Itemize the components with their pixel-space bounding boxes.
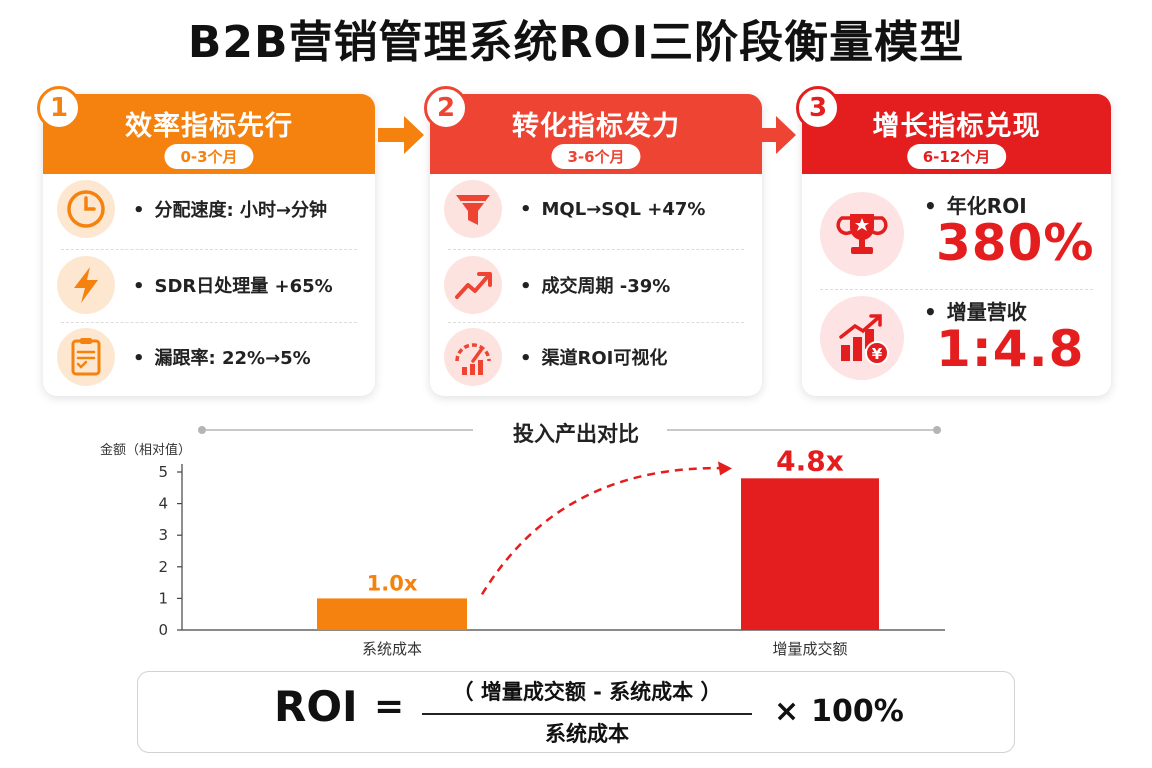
metric-row: • SDR日处理量 +65% [57, 252, 361, 318]
stage-period: 0-3个月 [164, 144, 254, 169]
metric-row: • 成交周期 -39% [444, 252, 748, 318]
clock-icon [57, 180, 115, 238]
stage-card-1: 效率指标先行 0-3个月 • 分配速度: 小时→分钟 • SDR日处理量 +65% … [43, 94, 375, 396]
growth-arrow-line [480, 466, 729, 596]
bar [741, 478, 879, 630]
metric-block: • 年化ROI 380% [816, 186, 1097, 282]
trend-up-icon [444, 256, 502, 314]
formula-equals: = [374, 686, 405, 727]
y-tick-label: 1 [158, 589, 168, 607]
arrow-right-icon [378, 116, 424, 154]
stage-header-2: 转化指标发力 3-6个月 [430, 94, 762, 174]
metric-row: • 漏跟率: 22%→5% [57, 324, 361, 390]
bar-chart: 金额（相对值） 0 1 2 3 4 5 1.0x 系统成本 4.8x 增量成交额 [100, 442, 945, 658]
growth-arrow-head [718, 461, 732, 476]
stage-title: 转化指标发力 [512, 111, 680, 142]
step-badge-2: 2 [424, 86, 468, 130]
funnel-icon [444, 180, 502, 238]
page-title: B2B营销管理系统ROI三阶段衡量模型 [187, 17, 965, 68]
stage-title: 增长指标兑现 [872, 111, 1041, 142]
metric-value: 1:4.8 [936, 320, 1085, 378]
step-badge-1: 1 [37, 86, 81, 130]
formula-percent: 100% [811, 694, 904, 729]
metric-row: • 渠道ROI可视化 [444, 324, 748, 390]
stage-period: 3-6个月 [551, 144, 641, 169]
y-tick-label: 3 [158, 526, 168, 544]
x-tick-label: 系统成本 [362, 640, 422, 658]
metric-text: 成交周期 -39% [541, 276, 671, 297]
metric-label: 年化ROI [946, 194, 1027, 218]
bar [317, 598, 467, 630]
metric-label: 增量营收 [946, 300, 1027, 324]
lightning-icon [57, 256, 115, 314]
divider [61, 249, 357, 250]
formula-times: × [774, 694, 800, 729]
bar-value-label: 4.8x [776, 444, 844, 477]
x-tick-label: 增量成交额 [772, 640, 847, 658]
divider [448, 249, 744, 250]
divider [448, 322, 744, 323]
stage-card-3: 增长指标兑现 6-12个月 • 年化ROI 380% ¥ • 增量营收 1:4.8 [802, 94, 1111, 396]
metric-text: 漏跟率: 22%→5% [154, 348, 311, 369]
fraction-bar [422, 713, 752, 715]
stage-header-1: 效率指标先行 0-3个月 [43, 94, 375, 174]
roi-formula: ROI = （ 增量成交额 - 系统成本 ） 系统成本 × 100% [137, 671, 1015, 753]
stage-title: 效率指标先行 [125, 111, 293, 142]
stage-card-2: 转化指标发力 3-6个月 • MQL→SQL +47% • 成交周期 -39% • 渠… [430, 94, 762, 396]
svg-text:¥: ¥ [872, 345, 883, 363]
y-tick-label: 0 [158, 621, 168, 639]
y-axis-label: 金额（相对值） [100, 442, 191, 458]
stage-period: 6-12个月 [906, 144, 1007, 169]
y-tick-label: 4 [158, 495, 168, 513]
gauge-icon [444, 328, 502, 386]
metric-text: 分配速度: 小时→分钟 [154, 200, 328, 221]
divider [820, 289, 1093, 290]
formula-numerator: （ 增量成交额 - 系统成本 ） [452, 680, 722, 704]
metric-row: • 分配速度: 小时→分钟 [57, 176, 361, 242]
metric-row: • MQL→SQL +47% [444, 176, 748, 242]
metric-value: 380% [936, 214, 1095, 272]
step-badge-3: 3 [796, 86, 840, 130]
growth-bars-icon: ¥ [820, 296, 904, 380]
metric-text: SDR日处理量 +65% [154, 276, 333, 297]
trophy-icon [820, 192, 904, 276]
arrow-right-icon [750, 116, 796, 154]
y-tick-label: 5 [158, 463, 168, 481]
chart-title-rule [198, 426, 941, 434]
checklist-icon [57, 328, 115, 386]
metric-text: 渠道ROI可视化 [541, 348, 668, 369]
divider [61, 322, 357, 323]
metric-text: MQL→SQL +47% [541, 198, 706, 220]
stage-header-3: 增长指标兑现 6-12个月 [802, 94, 1111, 174]
chart-title: 投入产出对比 [513, 422, 639, 446]
metric-block: ¥ • 增量营收 1:4.8 [816, 292, 1097, 388]
formula-denominator: 系统成本 [545, 722, 629, 746]
y-tick-label: 2 [158, 558, 168, 576]
formula-lhs: ROI [274, 682, 358, 731]
bar-value-label: 1.0x [367, 571, 418, 595]
